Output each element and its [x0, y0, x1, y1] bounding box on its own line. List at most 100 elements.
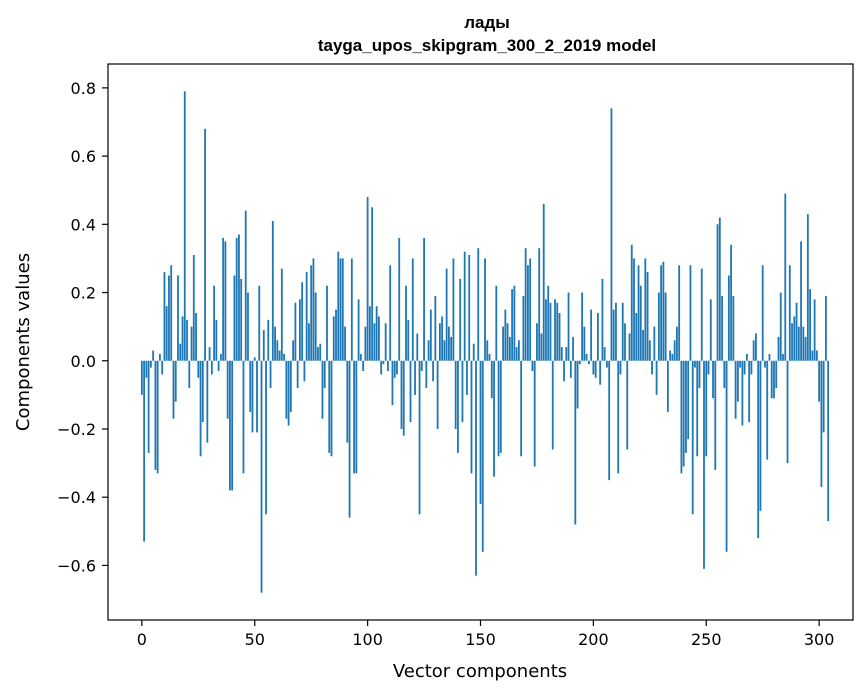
bar-132: [438, 323, 441, 361]
bar-105: [378, 316, 380, 361]
bar-189: [567, 292, 570, 361]
bar-163: [508, 336, 511, 361]
bar-296: [809, 289, 812, 361]
bar-236: [673, 340, 676, 361]
bar-23: [192, 255, 195, 361]
bar-97: [359, 353, 362, 361]
bar-259: [725, 360, 728, 552]
bar-15: [174, 360, 177, 402]
bar-47: [247, 292, 249, 361]
plot-frame: [107, 63, 854, 621]
bar-211: [617, 360, 620, 474]
bar-207: [608, 360, 611, 481]
bar-223: [644, 258, 647, 361]
y-tick-label: 0.2: [71, 284, 96, 303]
x-tick-label: 100: [352, 630, 383, 649]
bar-286: [786, 360, 789, 464]
bar-85: [332, 316, 335, 361]
bar-151: [481, 360, 484, 552]
bar-228: [655, 360, 658, 395]
bar-10: [163, 272, 166, 361]
bar-171: [527, 265, 529, 361]
bar-84: [330, 360, 333, 457]
bar-288: [791, 323, 793, 361]
bar-94: [353, 360, 355, 474]
bar-25: [197, 360, 200, 378]
bar-17: [179, 343, 182, 361]
bar-213: [621, 302, 624, 361]
bar-120: [411, 258, 414, 361]
bar-48: [249, 360, 252, 412]
bar-107: [382, 360, 385, 365]
bar-116: [402, 360, 405, 436]
bar-165: [513, 285, 516, 361]
bar-93: [350, 258, 353, 361]
bar-269: [748, 360, 751, 423]
bar-90: [344, 326, 346, 361]
bar-129: [432, 360, 434, 382]
bar-62: [280, 268, 283, 361]
bar-18: [181, 316, 184, 361]
bar-275: [761, 265, 764, 361]
bar-81: [323, 360, 326, 389]
y-tick-label: 0.6: [71, 147, 96, 166]
bar-289: [793, 316, 796, 361]
bar-205: [603, 347, 606, 361]
x-tick-label: 300: [804, 630, 835, 649]
bar-41: [233, 275, 236, 361]
bar-117: [405, 285, 407, 361]
y-tick-label: −0.6: [57, 556, 96, 575]
bar-157: [495, 285, 498, 361]
chart-subtitle: tayga_upos_skipgram_300_2_2019 model: [318, 36, 656, 55]
bar-175: [536, 323, 538, 361]
bar-33: [215, 319, 218, 361]
bar-270: [750, 360, 753, 375]
x-axis: 0 50 100 150 200 250 300: [137, 620, 835, 649]
bar-66: [289, 360, 292, 412]
bar-302: [822, 360, 825, 433]
bar-273: [757, 360, 760, 539]
bar-39: [229, 360, 231, 491]
bar-300: [818, 360, 821, 402]
bar-182: [551, 360, 554, 450]
bar-45: [242, 360, 245, 474]
bar-137: [450, 336, 453, 361]
bar-14: [172, 360, 175, 419]
y-tick-label: −0.2: [57, 420, 96, 439]
bar-241: [685, 360, 687, 453]
bar-65: [287, 360, 290, 426]
bar-299: [815, 350, 818, 361]
bar-89: [341, 258, 344, 361]
bar-152: [484, 258, 486, 361]
bar-209: [612, 309, 615, 361]
bar-200: [592, 360, 595, 375]
bar-238: [678, 265, 681, 361]
bar-19: [183, 91, 186, 361]
bar-245: [694, 360, 696, 368]
bars-group: [140, 91, 830, 593]
bar-96: [357, 299, 360, 361]
bar-184: [556, 302, 559, 361]
bar-102: [371, 207, 374, 361]
bar-142: [461, 360, 464, 423]
bar-256: [718, 217, 721, 361]
bar-153: [486, 340, 489, 361]
bar-208: [610, 108, 613, 361]
bar-78: [317, 347, 319, 361]
bar-73: [305, 272, 308, 361]
bar-279: [770, 360, 773, 399]
bar-160: [502, 326, 504, 361]
x-tick-label: 0: [137, 630, 147, 649]
bar-225: [648, 340, 651, 361]
bar-206: [606, 360, 608, 368]
bar-258: [723, 360, 726, 389]
bar-16: [177, 275, 179, 361]
bar-26: [199, 360, 202, 457]
bar-72: [303, 360, 306, 382]
bar-88: [339, 258, 342, 361]
bar-201: [594, 360, 597, 378]
bar-278: [768, 353, 771, 361]
bar-235: [671, 353, 674, 361]
bar-29: [206, 360, 209, 443]
